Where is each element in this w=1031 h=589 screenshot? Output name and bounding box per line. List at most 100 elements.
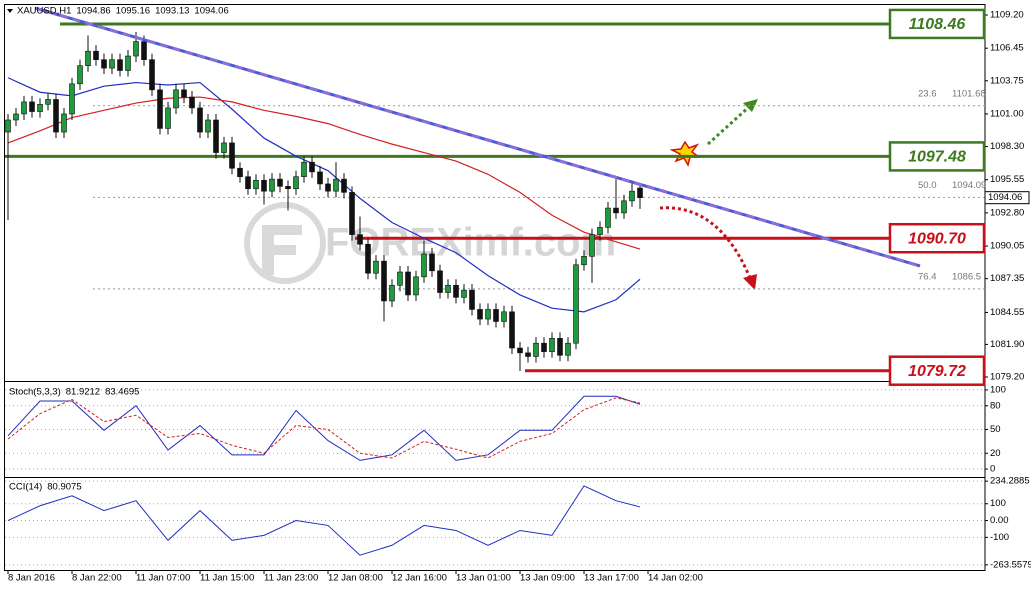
chart-layer: 1109.20 1106.45 1103.75 1101.00 1098.30 1095.…: [5, 6, 1031, 584]
candle-body: [125, 55, 131, 71]
candle-body: [397, 271, 403, 286]
price-tag-label: 1094.06: [988, 192, 1022, 203]
y-tick-label: 1101.00: [990, 108, 1024, 119]
y-tick-label: 50: [990, 424, 1001, 435]
header-text: 1093.13: [155, 6, 189, 17]
level-label: 1079.72: [908, 363, 966, 380]
candle-body: [293, 176, 299, 190]
candle-body: [285, 186, 291, 190]
level-label: 1108.46: [909, 16, 966, 33]
indicator-line: [7, 395, 641, 461]
candle-body: [469, 289, 475, 310]
level-box: [888, 355, 986, 386]
header-text: 80.9075: [47, 482, 81, 493]
candle-body: [189, 96, 195, 109]
moving-average: [7, 96, 641, 250]
y-tick-label: 100: [990, 498, 1006, 509]
y-tick-label: 1095.55: [990, 174, 1024, 185]
candle-body: [461, 289, 467, 298]
candle-body: [101, 59, 107, 69]
x-tick-label: 13 Jan 17:00: [584, 573, 639, 584]
candle-body: [53, 99, 59, 133]
candle-body: [269, 178, 275, 192]
candle-body: [517, 347, 523, 354]
candle-body: [13, 113, 19, 121]
y-tick-label: 1098.30: [990, 141, 1024, 152]
y-tick-label: 234.2885: [990, 476, 1030, 487]
fib-price: 1086.5: [952, 271, 981, 282]
y-tick-label: 100: [990, 384, 1006, 395]
candle-body: [77, 65, 83, 85]
candle-body: [157, 89, 163, 129]
x-tick-label: 8 Jan 2016: [8, 573, 55, 584]
candle-body: [525, 352, 531, 357]
y-tick-label: -100: [990, 532, 1009, 543]
candle-body: [557, 338, 563, 356]
level-label: 1097.48: [908, 149, 966, 166]
header-text: 1094.86: [76, 6, 110, 17]
y-tick-label: 0: [990, 464, 995, 475]
breakout-icon: [669, 140, 702, 167]
candle-body: [349, 192, 355, 235]
candle-body: [61, 113, 67, 133]
y-tick-label: 1087.35: [990, 273, 1024, 284]
candle-body: [621, 200, 627, 214]
candle-body: [37, 104, 43, 112]
y-tick-label: 1084.55: [990, 307, 1024, 318]
y-tick-label: 0.00: [990, 515, 1009, 526]
y-tick-label: 1081.90: [990, 339, 1024, 350]
watermark-glyph: [262, 225, 302, 275]
candle-body: [5, 119, 11, 133]
x-tick-label: 13 Jan 09:00: [520, 573, 575, 584]
candle-body: [69, 83, 75, 115]
candle-body: [629, 190, 635, 202]
candle-body: [573, 264, 579, 344]
watermark-text: FOREXimf.com: [325, 221, 616, 265]
candle-body: [365, 243, 371, 274]
watermark-circle: [244, 202, 326, 284]
candle-body: [605, 207, 611, 228]
fib-level: 50.0: [918, 180, 937, 191]
candle-body: [413, 276, 419, 296]
arrow-head: [743, 99, 758, 112]
candle-body: [581, 256, 587, 266]
candle-body: [301, 161, 307, 177]
price-tag: [984, 191, 1030, 205]
candle-body: [45, 99, 51, 105]
arrow-head: [743, 274, 757, 290]
candle-body: [613, 207, 619, 214]
level-box: [888, 141, 986, 172]
fib-price: 1094.09: [952, 180, 986, 191]
candle-body: [149, 59, 155, 91]
indicator-line: [7, 485, 641, 556]
x-tick-label: 12 Jan 08:00: [328, 573, 383, 584]
candle-body: [205, 119, 211, 133]
indicator-line: [7, 397, 641, 459]
menu-triangle: [7, 9, 13, 13]
candle-body: [117, 59, 123, 71]
candle-body: [93, 50, 99, 60]
header-text: Stoch(5,3,3): [9, 387, 61, 398]
header-text: CCI(14): [9, 482, 42, 493]
candle-body: [29, 101, 35, 112]
plot-frame: [4, 4, 986, 571]
x-tick-label: 11 Jan 23:00: [264, 573, 318, 584]
green-arrow: [706, 99, 758, 146]
y-tick-label: 1109.20: [990, 10, 1024, 21]
header-text: 81.9212: [66, 387, 100, 398]
x-tick-label: 14 Jan 02:00: [648, 573, 703, 584]
candle-body: [637, 187, 643, 198]
candle-body: [341, 178, 347, 193]
candle-body: [229, 142, 235, 169]
x-tick-label: 11 Jan 15:00: [200, 573, 254, 584]
trendline: [34, 6, 921, 268]
level-box: [888, 222, 986, 254]
fib-level: 76.4: [918, 271, 937, 282]
candle-body: [445, 284, 451, 293]
candle-body: [197, 107, 203, 133]
x-tick-label: 12 Jan 16:00: [392, 573, 447, 584]
y-tick-label: 1090.05: [990, 241, 1024, 252]
y-tick-label: 80: [990, 400, 1001, 411]
candle-body: [221, 142, 227, 153]
